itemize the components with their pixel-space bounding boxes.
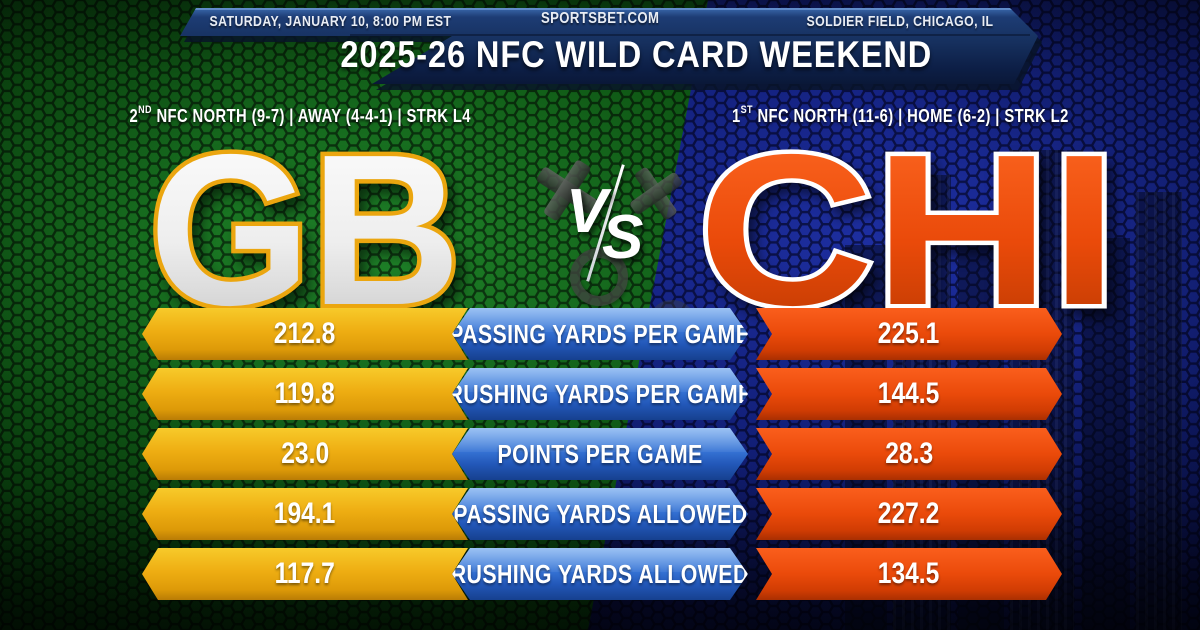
home-value-bar: 227.2 [756, 488, 1062, 540]
venue: SOLDIER FIELD, CHICAGO, IL [806, 13, 994, 30]
vs-letter-v: V [566, 177, 608, 246]
home-value: 134.5 [878, 557, 940, 590]
home-value-bar: 28.3 [756, 428, 1062, 480]
event-date: SATURDAY, JANUARY 10, 8:00 PM EST [209, 13, 451, 30]
home-value: 227.2 [878, 497, 940, 530]
away-value: 119.8 [274, 377, 336, 410]
away-value-bar: 194.1 [142, 488, 468, 540]
stat-label-bar: PASSING YARDS ALLOWED [452, 488, 748, 540]
site-name: SPORTSBET.COM [540, 10, 660, 27]
home-value-bar: 225.1 [756, 308, 1062, 360]
away-value-bar: 212.8 [142, 308, 468, 360]
svg-text:CHI: CHI [698, 126, 1118, 316]
stat-label-bar: PASSING YARDS PER GAME [452, 308, 748, 360]
away-value-bar: 119.8 [142, 368, 468, 420]
away-value-bar: 117.7 [142, 548, 468, 600]
home-value-bar: 134.5 [756, 548, 1062, 600]
svg-text:GB: GB [149, 126, 461, 316]
stat-row: 194.1 PASSING YARDS ALLOWED 227.2 [0, 488, 1200, 540]
vs-letter-s: S [602, 203, 644, 272]
away-value: 117.7 [274, 557, 336, 590]
event-title: 2025-26 NFC WILD CARD WEEKEND [340, 34, 933, 75]
stat-label-bar: RUSHING YARDS ALLOWED [452, 548, 748, 600]
stat-label-bar: POINTS PER GAME [452, 428, 748, 480]
stat-label: RUSHING YARDS ALLOWED [450, 558, 750, 589]
home-value: 225.1 [878, 317, 940, 350]
stat-row: 212.8 PASSING YARDS PER GAME 225.1 [0, 308, 1200, 360]
stat-row: 117.7 RUSHING YARDS ALLOWED 134.5 [0, 548, 1200, 600]
stat-label: RUSHING YARDS PER GAME [447, 378, 753, 409]
stat-label: POINTS PER GAME [497, 438, 703, 469]
stat-label: PASSING YARDS ALLOWED [452, 498, 748, 529]
home-record: 1ST NFC NORTH (11-6) | HOME (6-2) | STRK… [731, 104, 1069, 126]
away-value: 23.0 [281, 437, 329, 470]
stat-label: PASSING YARDS PER GAME [449, 318, 751, 349]
away-team-abbr: GB [145, 126, 466, 316]
away-value-bar: 23.0 [142, 428, 468, 480]
home-value-bar: 144.5 [756, 368, 1062, 420]
stat-row: 119.8 RUSHING YARDS PER GAME 144.5 [0, 368, 1200, 420]
away-value: 194.1 [274, 497, 336, 530]
home-value: 144.5 [878, 377, 940, 410]
away-value: 212.8 [274, 317, 336, 350]
home-value: 28.3 [885, 437, 933, 470]
stat-row: 23.0 POINTS PER GAME 28.3 [0, 428, 1200, 480]
vs-badge: V S [540, 160, 670, 290]
away-record: 2ND NFC NORTH (9-7) | AWAY (4-4-1) | STR… [129, 104, 471, 126]
home-team-abbr: CHI [694, 126, 1123, 316]
stat-label-bar: RUSHING YARDS PER GAME [452, 368, 748, 420]
